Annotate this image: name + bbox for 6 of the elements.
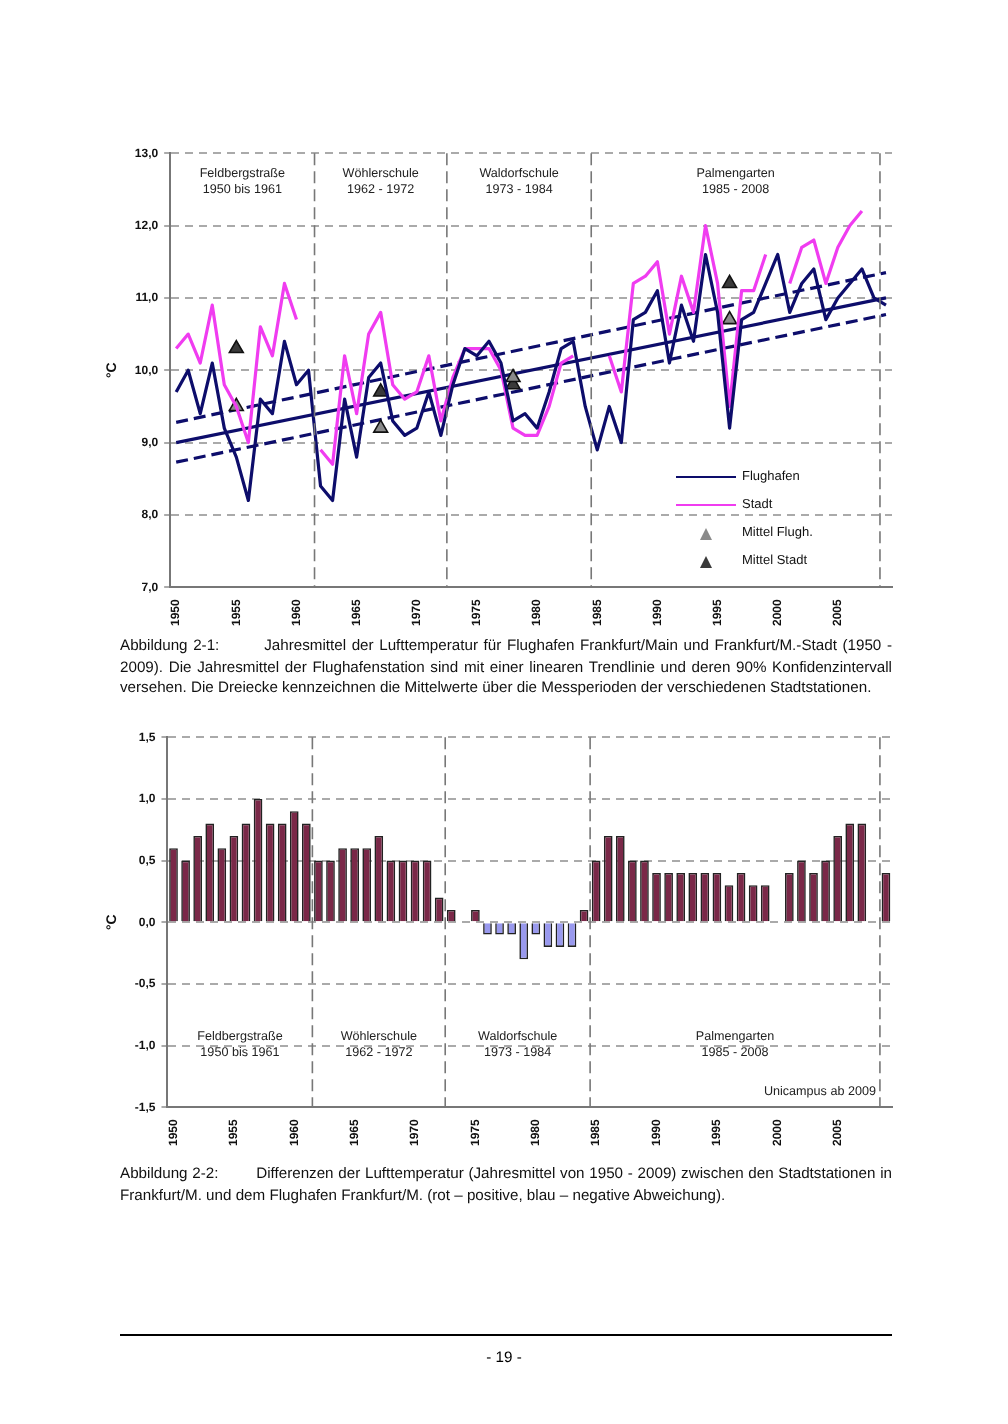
point <box>372 383 389 397</box>
point <box>372 419 389 433</box>
point <box>505 368 521 383</box>
point <box>721 310 738 325</box>
point <box>721 274 738 289</box>
point <box>228 339 245 354</box>
